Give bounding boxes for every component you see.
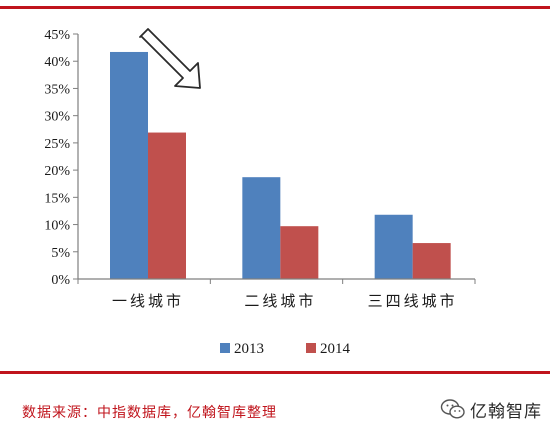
watermark-name: 亿翰智库 — [470, 401, 542, 422]
y-tick-label: 45% — [44, 28, 70, 43]
y-tick-label: 25% — [44, 137, 70, 152]
x-tick-label: 二线城市 — [244, 292, 316, 310]
bar-2013-2 — [242, 177, 281, 279]
bar-2014-1 — [148, 132, 186, 279]
bar-2014-2 — [280, 226, 319, 279]
plot-area — [110, 51, 451, 279]
watermark: 亿翰智库 — [440, 398, 542, 422]
y-tick-label: 0% — [51, 273, 70, 288]
bar-2013-3 — [374, 214, 413, 279]
legend: 2013 2014 — [220, 341, 351, 357]
y-tick-label: 40% — [44, 55, 70, 70]
wechat-icon — [440, 399, 465, 419]
source-note: 数据来源：中指数据库，亿翰智库整理 — [22, 405, 277, 421]
bar-2013-1 — [110, 51, 148, 279]
y-tick-label: 35% — [44, 82, 70, 97]
x-tick-label: 一线城市 — [112, 292, 184, 310]
legend-swatch-2014 — [306, 343, 316, 353]
axis-lines — [77, 34, 475, 280]
legend-label-2014: 2014 — [320, 341, 351, 357]
y-tick-label: 10% — [44, 219, 70, 234]
x-tick-label: 三四线城市 — [368, 292, 458, 310]
bottom-red-rule — [0, 371, 550, 374]
top-red-rule — [0, 6, 550, 9]
bar-2014-3 — [412, 243, 451, 279]
y-tick-label: 20% — [44, 164, 70, 179]
y-tick-label: 30% — [44, 110, 70, 125]
legend-swatch-2013 — [220, 343, 230, 353]
y-tick-label: 15% — [44, 191, 70, 206]
y-axis: 0% 5% 10% 15% 20% 25% 30% 35% 40% 45% — [44, 28, 78, 288]
y-tick-label: 5% — [51, 246, 70, 261]
legend-label-2013: 2013 — [234, 341, 264, 357]
arrow-down-right-icon — [139, 28, 201, 89]
x-axis: 一线城市 二线城市 三四线城市 — [77, 279, 476, 310]
